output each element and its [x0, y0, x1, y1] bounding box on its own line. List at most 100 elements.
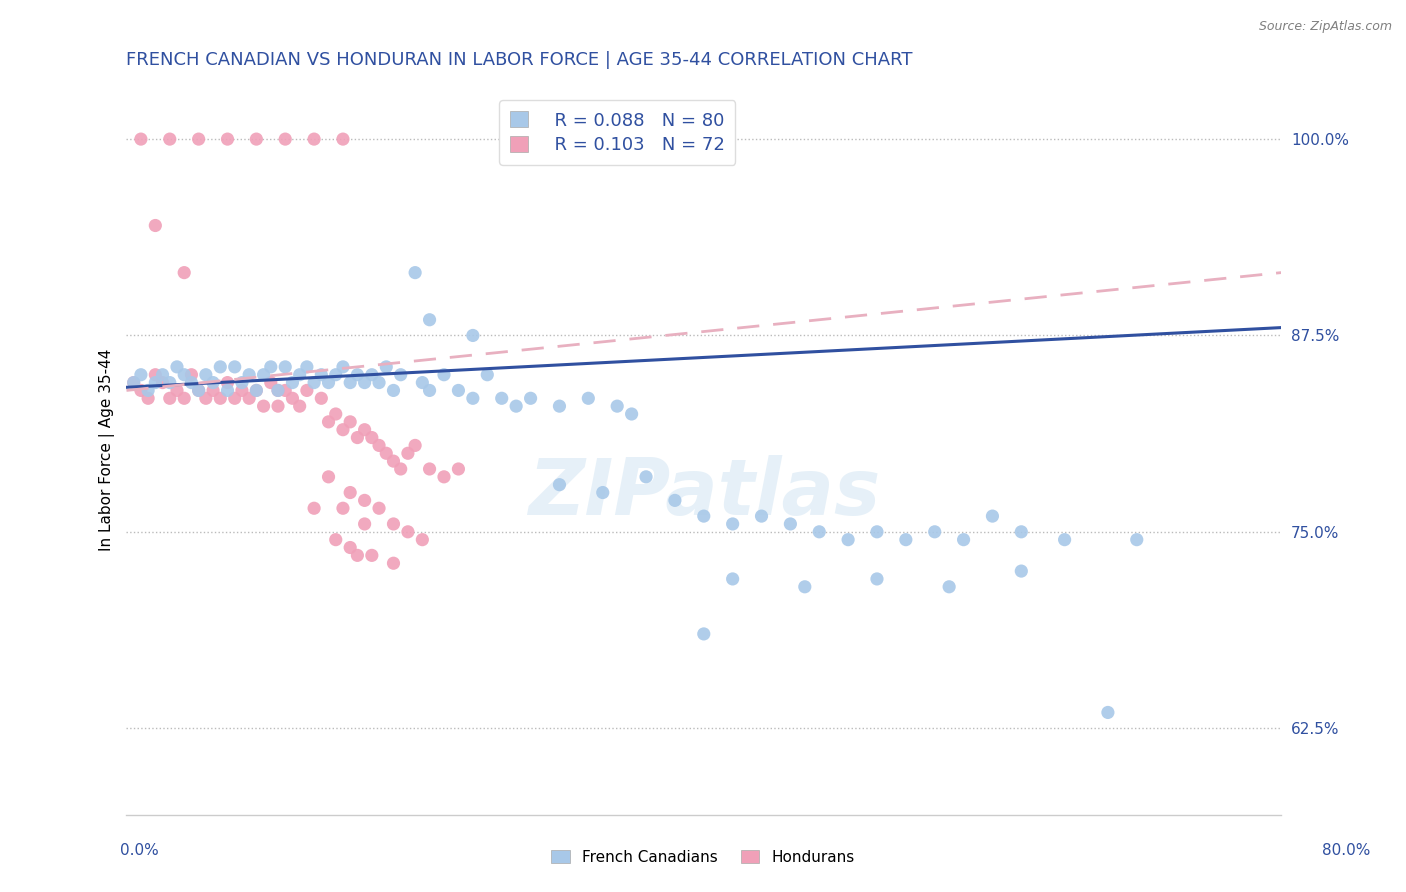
Point	[396, 524, 419, 539]
Point	[129, 132, 152, 146]
Point	[779, 516, 801, 531]
Point	[606, 399, 628, 413]
Point	[238, 368, 260, 382]
Point	[311, 368, 333, 382]
Point	[260, 376, 283, 390]
Point	[143, 376, 166, 390]
Point	[217, 132, 239, 146]
Point	[332, 132, 354, 146]
Point	[411, 815, 433, 830]
Point	[209, 359, 232, 374]
Point	[224, 392, 246, 406]
Point	[382, 516, 405, 531]
Point	[396, 446, 419, 460]
Point	[260, 359, 283, 374]
Point	[122, 376, 145, 390]
Point	[209, 392, 232, 406]
Point	[332, 359, 354, 374]
Point	[194, 392, 217, 406]
Point	[382, 556, 405, 570]
Point	[360, 368, 382, 382]
Point	[346, 549, 368, 563]
Point	[173, 392, 195, 406]
Point	[274, 359, 297, 374]
Point	[274, 384, 297, 398]
Point	[302, 132, 325, 146]
Point	[231, 384, 253, 398]
Point	[411, 376, 433, 390]
Point	[505, 399, 527, 413]
Point	[808, 524, 831, 539]
Legend:   R = 0.088   N = 80,   R = 0.103   N = 72: R = 0.088 N = 80, R = 0.103 N = 72	[499, 101, 735, 165]
Point	[129, 368, 152, 382]
Point	[548, 477, 571, 491]
Point	[136, 392, 159, 406]
Point	[620, 407, 643, 421]
Point	[419, 312, 441, 326]
Point	[187, 132, 209, 146]
Point	[274, 132, 297, 146]
Point	[288, 399, 311, 413]
Point	[952, 533, 974, 547]
Point	[202, 384, 225, 398]
Point	[288, 368, 311, 382]
Point	[318, 470, 340, 484]
Point	[411, 533, 433, 547]
Point	[159, 392, 181, 406]
Point	[325, 407, 347, 421]
Point	[693, 627, 716, 641]
Text: 80.0%: 80.0%	[1323, 843, 1371, 858]
Point	[837, 533, 859, 547]
Point	[129, 384, 152, 398]
Point	[721, 516, 744, 531]
Point	[136, 384, 159, 398]
Point	[267, 384, 290, 398]
Point	[404, 438, 426, 452]
Point	[245, 132, 267, 146]
Point	[224, 359, 246, 374]
Point	[339, 376, 361, 390]
Point	[519, 392, 541, 406]
Point	[187, 384, 209, 398]
Point	[1126, 533, 1149, 547]
Point	[938, 580, 960, 594]
Point	[346, 368, 368, 382]
Point	[122, 376, 145, 390]
Point	[281, 376, 304, 390]
Point	[866, 524, 889, 539]
Point	[1010, 564, 1032, 578]
Point	[389, 368, 412, 382]
Point	[419, 462, 441, 476]
Point	[477, 368, 499, 382]
Point	[252, 399, 274, 413]
Point	[245, 384, 267, 398]
Point	[166, 384, 188, 398]
Point	[721, 572, 744, 586]
Point	[295, 384, 318, 398]
Point	[152, 376, 174, 390]
Point	[267, 384, 290, 398]
Point	[404, 266, 426, 280]
Text: ZIPatlas: ZIPatlas	[527, 455, 880, 531]
Point	[924, 524, 946, 539]
Point	[332, 501, 354, 516]
Point	[664, 493, 686, 508]
Point	[751, 509, 773, 524]
Point	[592, 485, 614, 500]
Point	[180, 376, 202, 390]
Point	[217, 376, 239, 390]
Point	[375, 446, 398, 460]
Point	[368, 501, 391, 516]
Point	[389, 462, 412, 476]
Text: FRENCH CANADIAN VS HONDURAN IN LABOR FORCE | AGE 35-44 CORRELATION CHART: FRENCH CANADIAN VS HONDURAN IN LABOR FOR…	[127, 51, 912, 69]
Point	[461, 328, 484, 343]
Point	[360, 549, 382, 563]
Point	[252, 368, 274, 382]
Y-axis label: In Labor Force | Age 35-44: In Labor Force | Age 35-44	[100, 348, 115, 550]
Point	[143, 368, 166, 382]
Point	[447, 462, 470, 476]
Point	[302, 376, 325, 390]
Point	[353, 493, 375, 508]
Point	[419, 384, 441, 398]
Point	[693, 509, 716, 524]
